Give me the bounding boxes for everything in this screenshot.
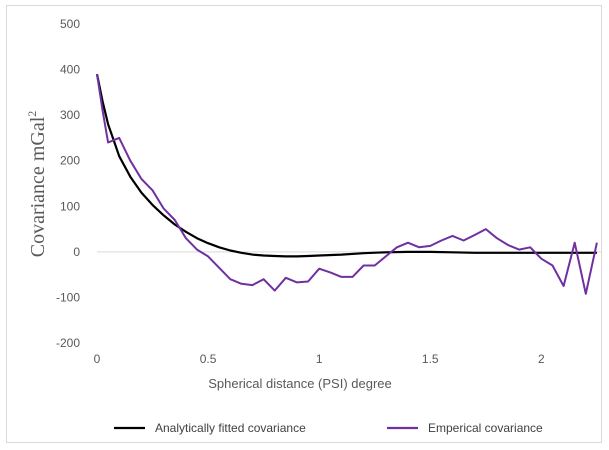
y-tick-label: 0 (73, 245, 80, 259)
y-axis-ticks: -200 -100 0 100 200 300 400 500 (56, 17, 80, 350)
legend-item-empirical: Emperical covariance (387, 421, 543, 435)
x-tick-label: 0.5 (200, 352, 217, 366)
y-tick-label: 200 (60, 154, 80, 168)
y-tick-label: -100 (56, 290, 80, 304)
legend-item-fitted: Analytically fitted covariance (114, 421, 306, 435)
x-tick-label: 0 (94, 352, 101, 366)
series-line-empirical (96, 73, 598, 295)
x-axis-ticks: 0 0.5 1 1.5 2 (94, 352, 545, 366)
chart-frame (6, 5, 602, 443)
series-line-fitted (95, 73, 597, 258)
y-tick-label: 400 (60, 63, 80, 77)
y-tick-label: -200 (56, 336, 80, 350)
x-tick-label: 2 (538, 352, 545, 366)
y-axis-title: Covariance mGal2 (25, 111, 49, 258)
x-tick-label: 1.5 (422, 352, 439, 366)
legend-label-empirical: Emperical covariance (428, 421, 543, 435)
legend: Analytically fitted covariance Emperical… (114, 421, 543, 435)
y-axis-title-superscript: 2 (25, 111, 39, 117)
x-tick-label: 1 (316, 352, 323, 366)
y-tick-label: 100 (60, 199, 80, 213)
y-tick-label: 300 (60, 108, 80, 122)
y-axis-title-text: Covariance mGal (27, 116, 49, 257)
x-axis-title: Spherical distance (PSI) degree (208, 376, 392, 391)
y-tick-label: 500 (60, 17, 80, 31)
legend-label-fitted: Analytically fitted covariance (155, 421, 306, 435)
series-lines (95, 73, 598, 295)
